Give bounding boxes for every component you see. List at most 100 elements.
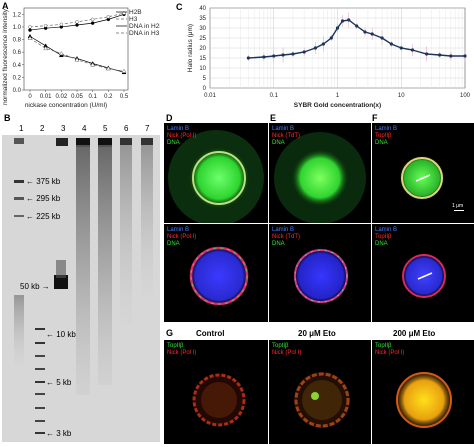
micrograph-e-top: Lamin B Nick (TdT) DNA (269, 123, 371, 223)
panel-label-d: D (166, 113, 173, 123)
lane-6-label: 6 (124, 124, 129, 133)
chart-c-point (272, 54, 276, 58)
g-20um-label-1: TopIIβ (272, 343, 289, 349)
d-top-labels: Lamin B Nick (Pol I) DNA (167, 126, 196, 147)
chart-c-point (281, 53, 285, 57)
chart-a-ytick-label: 0.0 (13, 88, 22, 94)
marker-5kb: ← 5 kb (46, 378, 72, 387)
chart-a-xtick-label: 0 (28, 94, 32, 100)
chart-c-point (380, 36, 384, 40)
marker-225kb-label: 225 kb (36, 212, 61, 221)
marker-50kb: 50 kb → (20, 282, 50, 291)
chart-c-point (389, 42, 393, 46)
chart-c-point (355, 24, 359, 28)
chart-c-ytick-label: 25 (199, 36, 206, 42)
micrograph-g-20um: TopIIβ Nick (Pol I) (269, 340, 371, 444)
g-200um-label-2: Nick (Pol I) (375, 350, 405, 356)
lane-3-label: 3 (61, 124, 66, 133)
scale-bar-label: 1 μm (452, 203, 464, 209)
e-bottom-label-3: DNA (272, 241, 285, 247)
g-20um-labels: TopIIβ Nick (Pol I) (272, 343, 301, 357)
lane-5-label: 5 (103, 124, 108, 133)
chart-c-ytick-label: 35 (199, 16, 206, 22)
chart-a-point (121, 68, 127, 73)
chart-a-point (90, 21, 95, 25)
f-bottom-labels: Lamin B TopIIβ DNA (375, 227, 397, 248)
chart-a-frame (23, 7, 129, 91)
chart-c-ytick-label: 40 (199, 6, 206, 12)
e-top-label-1: Lamin B (272, 126, 295, 132)
g-200um-labels: TopIIβ Nick (Pol I) (375, 343, 404, 357)
e-bottom-label-1: Lamin B (272, 227, 295, 233)
chart-c-point (438, 53, 442, 57)
chart-c-xtick-label: 1 (336, 93, 340, 99)
chart-a-point (28, 25, 32, 29)
f-bottom-label-1: Lamin B (375, 227, 398, 233)
chart-c-point (463, 54, 467, 58)
chart-c-xtick-label: 100 (460, 93, 471, 99)
micrograph-d-top: Lamin B Nick (Pol I) DNA (164, 123, 268, 223)
marker-5kb-label: 5 kb (56, 378, 72, 387)
d-bottom-label-3: DNA (167, 241, 180, 247)
f-bottom-label-2: TopIIβ (375, 234, 392, 240)
chart-c-point (321, 42, 325, 46)
condition-20um-eto: 20 μM Eto (298, 329, 336, 338)
chart-c-point (329, 36, 333, 40)
chart-a-xlabel: nickase concentration (U/ml) (25, 102, 107, 109)
chart-a-point (75, 20, 79, 24)
d-top-label-1: Lamin B (167, 126, 190, 132)
g-control-labels: TopIIβ Nick (Pol I) (167, 343, 196, 357)
gel-image (2, 135, 160, 442)
chart-a-point (105, 66, 111, 71)
chart-c-point (291, 52, 295, 56)
f-top-label-2: TopIIβ (375, 133, 392, 139)
chart-c-point (425, 52, 429, 56)
chart-a-point (43, 45, 49, 51)
marker-10kb-label: 10 kb (56, 330, 76, 339)
g-control-label-1: TopIIβ (167, 343, 184, 349)
e-top-label-3: DNA (272, 140, 285, 146)
d-bottom-label-1: Lamin B (167, 227, 190, 233)
chart-c-ytick-label: 30 (199, 26, 206, 32)
d-bottom-label-2: Nick (Pol I) (167, 234, 197, 240)
chart-c-point (340, 19, 345, 23)
chart-c-point (262, 55, 266, 59)
chart-a-point (59, 22, 64, 27)
micrograph-g-200um: TopIIβ Nick (Pol I) (372, 340, 474, 444)
d-top-label-2: Nick (Pol I) (167, 133, 197, 139)
chart-a-point (74, 57, 80, 62)
micrograph-f-top: Lamin B TopIIβ DNA 1 μm (372, 123, 474, 223)
chart-a-ytick-label: 0.8 (13, 38, 22, 44)
chart-a-ytick-label: 1.0 (13, 25, 22, 31)
chart-a-series-line (29, 37, 125, 72)
chart-c-point (313, 46, 317, 50)
f-bottom-label-3: DNA (375, 241, 388, 247)
marker-225kb: ← 225 kb (26, 212, 61, 221)
condition-200um-eto: 200 μM Eto (393, 329, 436, 338)
chart-a-point (75, 23, 79, 27)
scale-bar (454, 210, 464, 211)
chart-c-point (363, 30, 367, 34)
d-top-label-3: DNA (167, 140, 180, 146)
chart-c-point (399, 46, 403, 50)
chart-c-point (335, 26, 340, 30)
panel-label-e: E (270, 113, 277, 123)
chart-c-point (302, 50, 306, 54)
marker-375kb-label: 375 kb (36, 177, 61, 186)
lane-7-label: 7 (145, 124, 150, 133)
chart-a-point (90, 17, 95, 22)
chart-c-point (347, 18, 351, 22)
marker-10kb: ← 10 kb (46, 330, 76, 339)
e-top-label-2: Nick (TdT) (272, 133, 300, 139)
e-bottom-labels: Lamin B Nick (TdT) DNA (272, 227, 300, 248)
chart-c-ytick-label: 15 (199, 56, 206, 62)
marker-375kb: ← 375 kb (26, 177, 61, 186)
chart-a-point (28, 28, 32, 32)
g-control-label-2: Nick (Pol I) (167, 350, 197, 356)
chart-a-legend-entry: DNA in H3 nuclei (129, 30, 160, 37)
chart-a: 0.0 0.2 0.4 0.6 0.8 1.0 1.2 0 0.01 0.02 0.05 0.1 0.2… (2, 7, 160, 109)
f-top-labels: Lamin B TopIIβ DNA (375, 126, 397, 147)
marker-295kb: ← 295 kb (26, 194, 61, 203)
marker-295kb-label: 295 kb (36, 194, 61, 203)
chart-c-xtick-label: 0.1 (270, 93, 279, 99)
